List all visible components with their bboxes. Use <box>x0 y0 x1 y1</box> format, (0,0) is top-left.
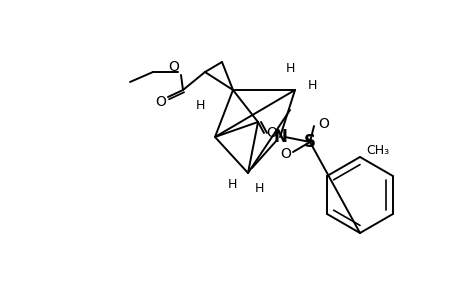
Text: O: O <box>266 126 277 140</box>
Text: H: H <box>227 178 236 191</box>
Text: H: H <box>285 61 294 74</box>
Text: O: O <box>155 95 166 109</box>
Text: S: S <box>303 133 315 151</box>
Text: N: N <box>273 128 286 146</box>
Text: O: O <box>168 60 179 74</box>
Text: H: H <box>254 182 263 194</box>
Text: H: H <box>195 98 204 112</box>
Text: O: O <box>318 117 329 131</box>
Text: O: O <box>280 147 291 161</box>
Text: CH₃: CH₃ <box>366 143 389 157</box>
Text: H: H <box>307 79 316 92</box>
